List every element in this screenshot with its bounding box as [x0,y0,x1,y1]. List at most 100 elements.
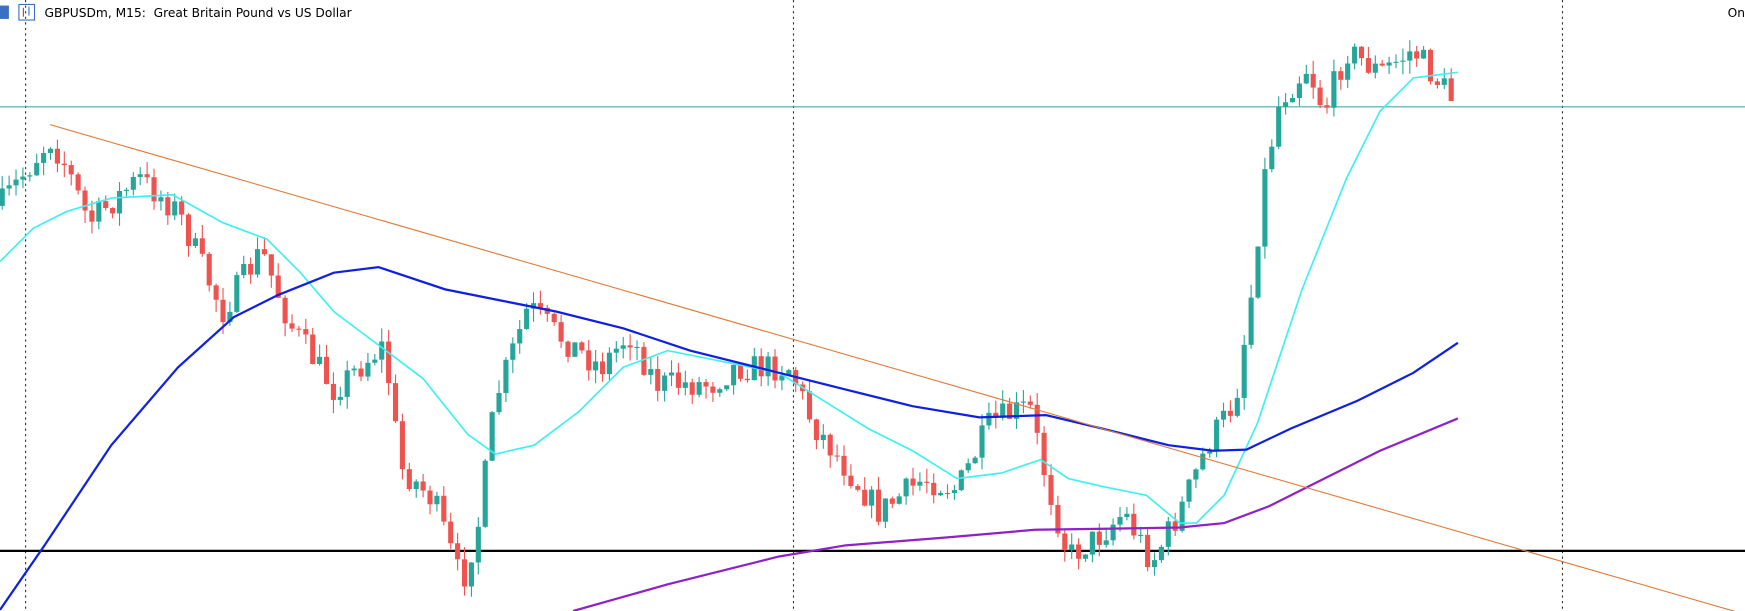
candle-body [68,165,74,175]
candle-body [1434,81,1440,85]
candle-body [103,201,109,209]
candle-body [289,323,295,329]
candle-body [1062,533,1068,551]
candle-body [724,385,730,390]
candle-body [599,361,606,375]
candle-body [972,457,978,464]
candle-body [579,342,585,351]
candle-body [248,263,254,275]
candle-body [1276,106,1282,147]
candle-body [938,492,944,496]
candle-body [1296,83,1302,98]
candle-body [1110,524,1116,541]
candle-body [1352,46,1358,64]
candle-body [1186,479,1192,502]
candle-body [96,201,102,222]
candle-body [1255,246,1261,298]
candle-body [689,382,695,395]
candle-body [261,249,267,255]
candle-body [565,341,571,357]
candle-body [1220,410,1227,420]
candle-body [1324,105,1330,108]
candle-body [1041,432,1047,476]
candle-body [137,174,143,177]
candle-body [1179,501,1185,531]
candle-body [813,419,819,440]
candle-body [1027,401,1033,405]
candle-body [358,368,364,377]
candle-body [944,492,951,495]
candle-body [1158,546,1164,561]
candle-body [1269,146,1275,170]
candle-body [1200,453,1206,470]
candle-body [337,396,343,400]
candle-body [993,412,999,418]
candle-body [965,463,971,471]
candle-body [786,370,792,376]
candle-body [951,490,957,494]
candle-body [572,342,578,357]
candle-body [296,328,302,330]
candle-body [406,469,412,490]
candle-body [641,346,647,375]
candle-body [1338,71,1344,80]
candle-body [206,253,212,286]
candle-body [213,285,219,300]
candle-body [1013,402,1020,419]
candle-body [1331,71,1337,108]
candle-body [282,297,288,324]
candle-body [731,364,737,386]
candle-body [1076,544,1082,559]
candle-body [1379,63,1385,66]
candle-body [917,481,923,486]
candle-body [179,201,185,215]
candle-body [220,299,226,323]
candle-body [524,308,530,330]
candle-body [1414,51,1420,59]
candle-body [924,481,930,483]
candle-body [172,201,178,216]
candle-body [593,361,599,371]
candle-body [1289,97,1296,103]
candle-body [869,489,875,506]
candle-body [737,364,744,379]
candle-body [1000,403,1006,418]
candle-body [758,356,764,377]
candle-body [1214,419,1220,452]
candle-body [1427,49,1434,82]
candle-body [627,345,633,348]
candle-body [710,386,716,393]
candle-body [779,375,785,381]
candle-body [1055,504,1061,534]
candle-body [703,382,709,387]
candle-body [317,356,323,365]
candle-body [41,153,47,163]
candle-body [655,368,661,391]
candle-body [675,372,681,388]
candle-body [165,197,171,216]
candle-body [241,263,247,276]
candle-body [1096,531,1102,545]
candle-body [551,313,557,323]
candle-body [1234,397,1240,416]
candle-body [54,148,60,164]
candle-body [1262,169,1268,247]
candle-body [427,490,433,505]
candle-body [399,421,405,470]
candle-body [365,362,371,377]
toolbar-icons [0,3,36,21]
candle-body [116,190,123,214]
candle-body [1407,51,1413,61]
candle-body [717,389,723,393]
candle-body [1358,46,1365,59]
candle-body [482,460,488,527]
candle-body [268,254,274,276]
candle-body [0,188,5,206]
candle-body [1448,78,1454,101]
candle-body [772,356,778,381]
candle-body [455,543,461,560]
candle-body [958,470,964,491]
candle-body [662,375,668,391]
candle-body [979,425,985,458]
